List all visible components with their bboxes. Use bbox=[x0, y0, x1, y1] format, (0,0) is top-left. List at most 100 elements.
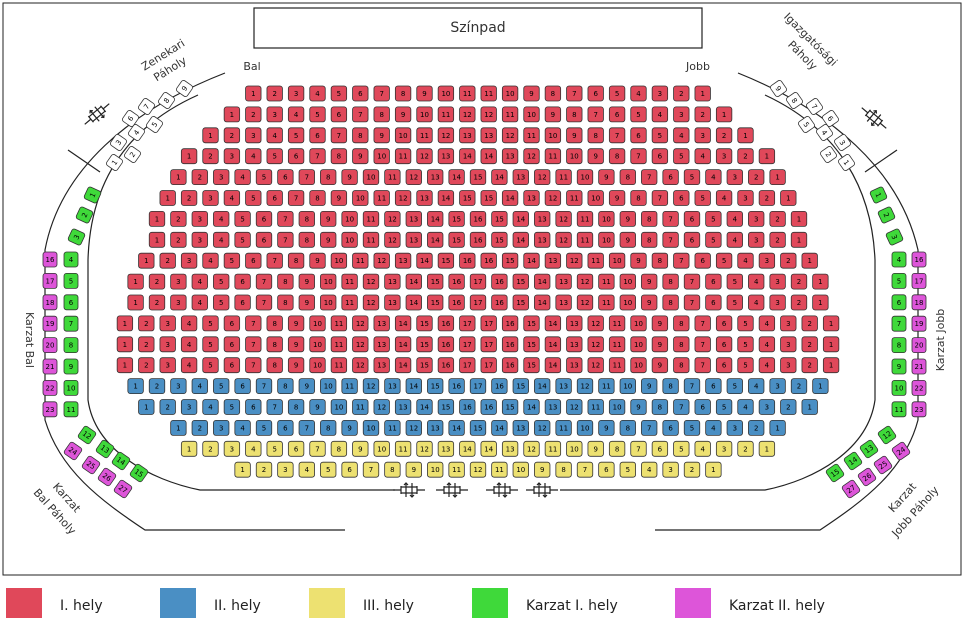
seat-row4-pos18[interactable]: 11 bbox=[544, 148, 562, 165]
seat-row10-pos27[interactable]: 7 bbox=[683, 273, 701, 290]
seat-shape[interactable] bbox=[362, 210, 380, 227]
seat-shape[interactable] bbox=[266, 127, 283, 144]
seat-shape[interactable] bbox=[726, 378, 743, 395]
seat-row10-pos19[interactable]: 15 bbox=[512, 273, 529, 290]
seat-row2-pos8[interactable]: 8 bbox=[373, 106, 390, 123]
seat-shape[interactable] bbox=[394, 127, 412, 144]
seat-shape[interactable] bbox=[287, 440, 305, 457]
seat-shape[interactable] bbox=[608, 336, 626, 353]
seat-shape[interactable] bbox=[255, 294, 273, 311]
seat-shape[interactable] bbox=[309, 85, 326, 102]
seat-row1-pos9[interactable]: 9 bbox=[416, 85, 433, 102]
seat-shape[interactable] bbox=[245, 85, 262, 102]
seat-row11-pos31[interactable]: 3 bbox=[769, 294, 786, 311]
seat-shape[interactable] bbox=[801, 357, 818, 374]
seat-row17-pos4[interactable]: 4 bbox=[234, 419, 251, 436]
seat-shape[interactable] bbox=[815, 123, 833, 141]
seat-shape[interactable] bbox=[544, 252, 562, 269]
seat-row15-pos32[interactable]: 2 bbox=[790, 378, 808, 395]
seat-shape[interactable] bbox=[223, 336, 241, 353]
seat-row4-pos4[interactable]: 4 bbox=[245, 148, 262, 165]
seat-shape[interactable] bbox=[785, 91, 803, 109]
seat-row12-pos25[interactable]: 10 bbox=[630, 315, 647, 332]
seat-shape[interactable] bbox=[641, 210, 658, 227]
karzat-jobb-seat-13[interactable]: 13 bbox=[859, 439, 879, 459]
seat-shape[interactable] bbox=[234, 210, 251, 227]
seat-row19-pos14[interactable]: 10 bbox=[512, 461, 529, 478]
seat-shape[interactable] bbox=[298, 169, 315, 186]
seat-shape[interactable] bbox=[891, 401, 907, 418]
seat-row15-pos6[interactable]: 6 bbox=[234, 378, 251, 395]
seat-row1-pos13[interactable]: 10 bbox=[501, 85, 519, 102]
seat-row11-pos6[interactable]: 6 bbox=[234, 294, 251, 311]
seat-row13-pos23[interactable]: 12 bbox=[587, 336, 604, 353]
seat-row2-pos17[interactable]: 8 bbox=[566, 106, 583, 123]
seat-shape[interactable] bbox=[576, 419, 594, 436]
seat-row12-pos26[interactable]: 9 bbox=[651, 315, 669, 332]
seat-row10-pos23[interactable]: 11 bbox=[598, 273, 615, 290]
seat-shape[interactable] bbox=[566, 127, 583, 144]
seat-shape[interactable] bbox=[662, 419, 679, 436]
seat-row10-pos21[interactable]: 13 bbox=[555, 273, 572, 290]
seat-shape[interactable] bbox=[298, 294, 315, 311]
seat-row13-pos10[interactable]: 10 bbox=[309, 336, 326, 353]
seat-shape[interactable] bbox=[819, 145, 837, 163]
seat-shape[interactable] bbox=[121, 109, 139, 127]
seat-shape[interactable] bbox=[608, 315, 626, 332]
seat-row3-pos26[interactable]: 1 bbox=[737, 127, 754, 144]
seat-row10-pos20[interactable]: 14 bbox=[534, 273, 551, 290]
seat-shape[interactable] bbox=[277, 169, 294, 186]
karzat-jobb-seat-16[interactable]: 16 bbox=[911, 251, 927, 268]
seat-shape[interactable] bbox=[641, 231, 658, 248]
seat-row18-pos27[interactable]: 2 bbox=[737, 440, 754, 457]
seat-row16-pos21[interactable]: 12 bbox=[566, 399, 583, 415]
seat-row16-pos2[interactable]: 2 bbox=[159, 399, 176, 415]
seat-shape[interactable] bbox=[138, 399, 155, 415]
seat-row4-pos10[interactable]: 10 bbox=[373, 148, 390, 165]
seat-row7-pos3[interactable]: 3 bbox=[191, 210, 208, 227]
seat-shape[interactable] bbox=[277, 210, 294, 227]
seat-shape[interactable] bbox=[373, 252, 390, 269]
seat-shape[interactable] bbox=[683, 210, 701, 227]
seat-row6-pos12[interactable]: 12 bbox=[394, 190, 412, 206]
seat-shape[interactable] bbox=[544, 357, 562, 374]
seat-row8-pos20[interactable]: 12 bbox=[555, 231, 572, 248]
seat-shape[interactable] bbox=[673, 106, 690, 123]
seat-row16-pos14[interactable]: 14 bbox=[416, 399, 433, 415]
seat-shape[interactable] bbox=[459, 399, 476, 415]
seat-row9-pos31[interactable]: 2 bbox=[780, 252, 797, 269]
karzat-bal-seat-21[interactable]: 21 bbox=[42, 358, 58, 375]
seat-row18-pos7[interactable]: 7 bbox=[309, 440, 326, 457]
seat-shape[interactable] bbox=[394, 148, 412, 165]
seat-row7-pos14[interactable]: 14 bbox=[427, 210, 444, 227]
seat-shape[interactable] bbox=[191, 210, 208, 227]
seat-row14-pos20[interactable]: 15 bbox=[523, 357, 540, 374]
seat-shape[interactable] bbox=[362, 231, 380, 248]
karzat-jobb-seat-26[interactable]: 26 bbox=[857, 467, 877, 487]
seat-shape[interactable] bbox=[352, 148, 369, 165]
seat-row7-pos8[interactable]: 8 bbox=[298, 210, 315, 227]
seat-row10-pos29[interactable]: 5 bbox=[726, 273, 743, 290]
seat-row10-pos26[interactable]: 8 bbox=[662, 273, 679, 290]
seat-shape[interactable] bbox=[341, 210, 358, 227]
seat-row19-pos15[interactable]: 9 bbox=[534, 461, 551, 478]
seat-row11-pos30[interactable]: 4 bbox=[748, 294, 765, 311]
seat-row12-pos15[interactable]: 15 bbox=[416, 315, 433, 332]
karzat-bal-seat-19[interactable]: 19 bbox=[42, 315, 58, 332]
seat-shape[interactable] bbox=[641, 378, 658, 395]
seat-row2-pos6[interactable]: 6 bbox=[330, 106, 348, 123]
seat-row5-pos22[interactable]: 8 bbox=[619, 169, 636, 186]
seat-row10-pos5[interactable]: 5 bbox=[213, 273, 230, 290]
seat-row16-pos10[interactable]: 10 bbox=[330, 399, 348, 415]
seat-shape[interactable] bbox=[170, 169, 187, 186]
seat-row16-pos8[interactable]: 8 bbox=[287, 399, 305, 415]
seat-shape[interactable] bbox=[277, 273, 294, 290]
seat-row15-pos16[interactable]: 16 bbox=[448, 378, 465, 395]
seat-row2-pos18[interactable]: 7 bbox=[587, 106, 604, 123]
seat-shape[interactable] bbox=[501, 106, 519, 123]
seat-shape[interactable] bbox=[459, 148, 476, 165]
seat-shape[interactable] bbox=[523, 148, 540, 165]
seat-shape[interactable] bbox=[801, 399, 818, 415]
seat-shape[interactable] bbox=[512, 231, 529, 248]
seat-shape[interactable] bbox=[245, 336, 262, 353]
